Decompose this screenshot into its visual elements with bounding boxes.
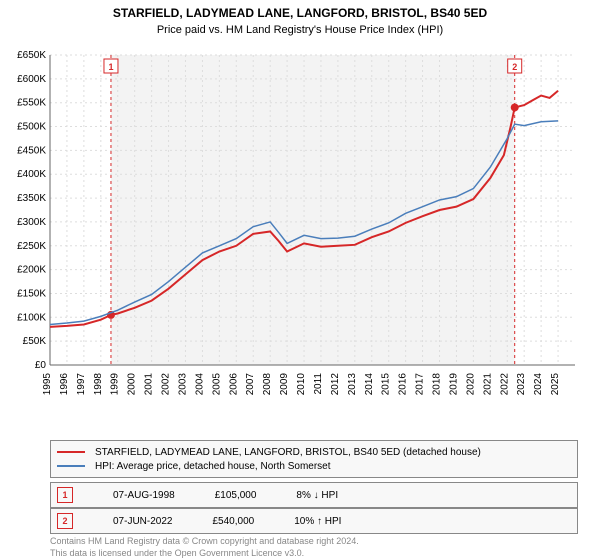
svg-text:2019: 2019: [448, 373, 459, 396]
svg-text:2013: 2013: [347, 373, 358, 396]
svg-text:1996: 1996: [59, 373, 70, 396]
svg-text:2001: 2001: [144, 373, 155, 396]
svg-text:2020: 2020: [465, 373, 476, 396]
chart-svg: £0£50K£100K£150K£200K£250K£300K£350K£400…: [50, 50, 580, 420]
svg-text:2014: 2014: [364, 373, 375, 396]
svg-text:2015: 2015: [381, 373, 392, 396]
annotation-date-2: 07-JUN-2022: [113, 516, 172, 527]
svg-text:£400K: £400K: [17, 169, 46, 180]
svg-text:2003: 2003: [177, 373, 188, 396]
svg-text:2005: 2005: [211, 373, 222, 396]
svg-text:2016: 2016: [398, 373, 409, 396]
svg-text:£450K: £450K: [17, 145, 46, 156]
annotation-row-2: 2 07-JUN-2022 £540,000 10% ↑ HPI: [50, 508, 578, 534]
annotation-row-1: 1 07-AUG-1998 £105,000 8% ↓ HPI: [50, 482, 578, 508]
svg-text:£650K: £650K: [17, 50, 46, 61]
chart-plot: £0£50K£100K£150K£200K£250K£300K£350K£400…: [50, 50, 580, 420]
attribution-line-1: Contains HM Land Registry data © Crown c…: [50, 536, 359, 548]
svg-text:2009: 2009: [279, 373, 290, 396]
svg-text:2021: 2021: [482, 373, 493, 396]
annotation-date-1: 07-AUG-1998: [113, 490, 175, 501]
legend-row: HPI: Average price, detached house, Nort…: [57, 459, 571, 473]
svg-text:1995: 1995: [42, 373, 53, 396]
svg-text:2018: 2018: [432, 373, 443, 396]
svg-text:1997: 1997: [76, 373, 87, 396]
legend-label-1: STARFIELD, LADYMEAD LANE, LANGFORD, BRIS…: [95, 447, 481, 458]
annotation-delta-1: 8% ↓ HPI: [296, 490, 338, 501]
attribution-line-2: This data is licensed under the Open Gov…: [50, 548, 359, 560]
chart-subtitle: Price paid vs. HM Land Registry's House …: [0, 22, 600, 36]
chart-title: STARFIELD, LADYMEAD LANE, LANGFORD, BRIS…: [0, 0, 600, 22]
svg-text:1: 1: [108, 62, 113, 72]
svg-text:£150K: £150K: [17, 288, 46, 299]
legend-swatch-1: [57, 451, 85, 453]
legend-swatch-2: [57, 465, 85, 467]
svg-text:1998: 1998: [93, 373, 104, 396]
annotation-price-2: £540,000: [212, 516, 254, 527]
svg-text:£0: £0: [35, 360, 47, 371]
svg-text:2007: 2007: [245, 373, 256, 396]
attribution: Contains HM Land Registry data © Crown c…: [50, 536, 359, 559]
legend-row: STARFIELD, LADYMEAD LANE, LANGFORD, BRIS…: [57, 445, 571, 459]
svg-text:£50K: £50K: [23, 336, 47, 347]
svg-text:1999: 1999: [110, 373, 121, 396]
svg-text:2004: 2004: [194, 373, 205, 396]
svg-text:2000: 2000: [127, 373, 138, 396]
svg-text:2: 2: [512, 62, 517, 72]
svg-text:2008: 2008: [262, 373, 273, 396]
svg-text:2017: 2017: [415, 373, 426, 396]
annotation-marker-2: 2: [57, 513, 73, 529]
svg-text:£500K: £500K: [17, 122, 46, 133]
svg-text:2006: 2006: [228, 373, 239, 396]
svg-text:2023: 2023: [516, 373, 527, 396]
svg-text:2024: 2024: [533, 373, 544, 396]
svg-text:2012: 2012: [330, 373, 341, 396]
svg-text:£100K: £100K: [17, 312, 46, 323]
legend: STARFIELD, LADYMEAD LANE, LANGFORD, BRIS…: [50, 440, 578, 478]
svg-text:2002: 2002: [161, 373, 172, 396]
svg-text:2025: 2025: [550, 373, 561, 396]
svg-text:£200K: £200K: [17, 265, 46, 276]
annotation-delta-2: 10% ↑ HPI: [294, 516, 341, 527]
annotation-marker-1: 1: [57, 487, 73, 503]
annotation-price-1: £105,000: [215, 490, 257, 501]
svg-text:2010: 2010: [296, 373, 307, 396]
legend-label-2: HPI: Average price, detached house, Nort…: [95, 461, 331, 472]
svg-text:£550K: £550K: [17, 98, 46, 109]
svg-text:2011: 2011: [313, 373, 324, 395]
svg-text:£300K: £300K: [17, 217, 46, 228]
svg-text:2022: 2022: [499, 373, 510, 396]
svg-text:£350K: £350K: [17, 193, 46, 204]
svg-text:£250K: £250K: [17, 241, 46, 252]
svg-text:£600K: £600K: [17, 74, 46, 85]
